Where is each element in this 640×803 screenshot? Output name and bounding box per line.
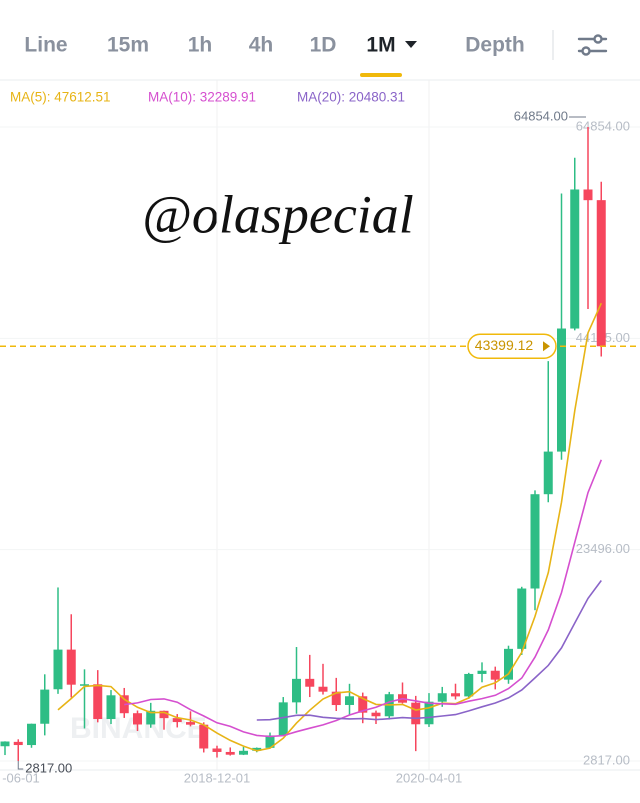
current-price-label: 43399.12 [475, 337, 534, 353]
candle-body [371, 712, 381, 717]
candle-body [146, 710, 156, 725]
candle-body [345, 696, 354, 705]
candle-body [451, 693, 460, 697]
candle-body [172, 718, 182, 723]
min-price-label: 2817.00 [25, 760, 72, 775]
candle-body [133, 713, 142, 725]
candle-body [543, 451, 553, 495]
candle-body [424, 701, 434, 725]
tab[interactable]: 1M [366, 34, 395, 57]
candle-body [504, 648, 513, 680]
candle-body [596, 200, 606, 347]
legend-entry: MA(10): 32289.91 [148, 90, 256, 105]
candle-body [411, 702, 421, 725]
icon-knob [593, 34, 603, 44]
candle-body [477, 670, 487, 674]
candle-body [40, 689, 50, 724]
candle-body [278, 702, 288, 736]
candle-body [517, 588, 527, 649]
candle-body [530, 494, 540, 589]
candle-body [159, 710, 169, 719]
y-tick-label: 64854.00 [576, 118, 630, 133]
candle-body [331, 691, 341, 706]
legend-entry: MA(20): 20480.31 [297, 90, 405, 105]
candle-body [358, 696, 368, 713]
candle-body [27, 723, 36, 746]
candle-body [186, 722, 195, 725]
x-tick-label: -06-01 [2, 770, 40, 785]
candle-body [437, 693, 447, 702]
y-tick-label: 2817.00 [583, 752, 630, 767]
candle-body [13, 741, 23, 746]
candle-body [80, 684, 89, 686]
candle-body [66, 649, 76, 685]
active-underline [360, 73, 402, 77]
ma-line [124, 459, 603, 738]
candle-body [106, 695, 116, 720]
candle-body [464, 673, 474, 697]
x-tick-label: 2020-04-01 [396, 770, 463, 785]
tab[interactable]: 1h [188, 34, 213, 57]
candle-body [318, 686, 328, 692]
ma-line [256, 580, 602, 721]
watermark: @olaspecial [142, 184, 414, 244]
candle-body [570, 189, 580, 329]
icon-knob [581, 46, 591, 56]
candle-body [265, 735, 275, 748]
candle-body [93, 684, 103, 720]
candle-body [292, 678, 301, 703]
tab[interactable]: 4h [249, 34, 274, 57]
candle-body [212, 748, 222, 752]
candle-body [119, 695, 129, 714]
current-price-tag [467, 333, 557, 360]
dropdown-arrow [405, 41, 417, 48]
max-price-label: 64854.00 [514, 108, 568, 123]
candle-body [199, 724, 209, 749]
candle-body [239, 750, 248, 755]
min-connector [17, 761, 24, 770]
x-tick-label: 2018-12-01 [184, 770, 251, 785]
candle-body [53, 649, 63, 690]
tab[interactable]: 15m [107, 34, 149, 57]
candle-body [557, 328, 566, 452]
candle-body [305, 678, 315, 687]
candle-body [583, 189, 593, 201]
candle-body [252, 747, 262, 751]
current-price-arrow [543, 341, 550, 352]
y-tick-label: 23496.00 [576, 541, 630, 556]
settings-icon[interactable] [577, 34, 608, 56]
candle-body [225, 751, 235, 755]
tab-bar: Line 15m 1h 4h 1D 1M Depth [0, 30, 640, 81]
legend-entry: MA(5): 47612.51 [10, 90, 111, 105]
ma-line [57, 302, 603, 752]
tab[interactable]: Line [24, 34, 67, 57]
tab[interactable]: 1D [310, 34, 337, 57]
candle-body [0, 741, 10, 747]
candle-body [490, 670, 500, 680]
tab[interactable]: Depth [465, 34, 525, 57]
